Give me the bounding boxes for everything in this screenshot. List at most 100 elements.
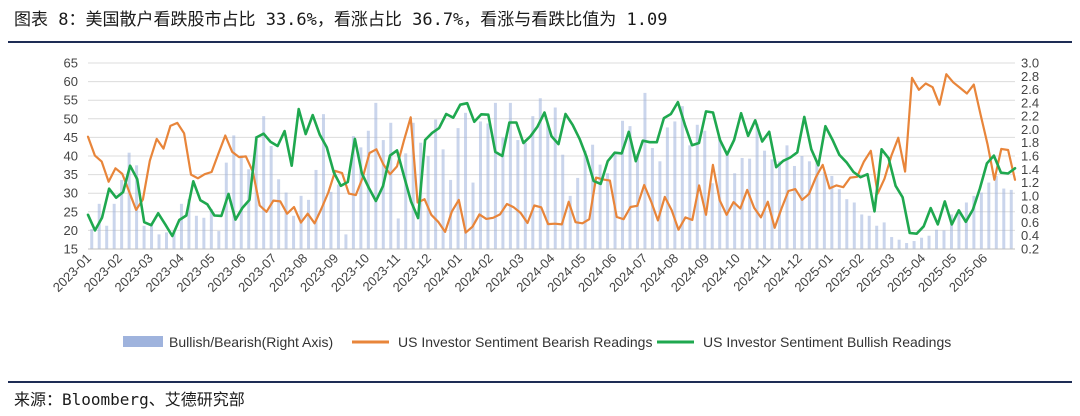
bar xyxy=(508,102,512,249)
bar xyxy=(905,243,909,249)
bar xyxy=(172,230,176,249)
bar xyxy=(725,154,729,249)
bar xyxy=(568,195,572,249)
bar xyxy=(650,148,654,249)
bar xyxy=(927,235,931,249)
bar xyxy=(224,162,228,249)
y-right-tick-label: 1.4 xyxy=(1021,162,1039,177)
bar xyxy=(733,173,737,249)
bar xyxy=(165,232,168,249)
y-right-tick-label: 0.6 xyxy=(1021,215,1039,230)
legend-label: US Investor Sentiment Bearish Readings xyxy=(398,334,652,350)
bar xyxy=(441,149,445,249)
bar xyxy=(875,225,879,249)
bar xyxy=(366,130,370,249)
line-bearish xyxy=(86,73,1017,234)
bar xyxy=(434,119,438,249)
bar xyxy=(882,222,886,249)
chart-title: 图表 8：美国散户看跌股市占比 33.6%，看涨占比 36.7%，看涨与看跌比值… xyxy=(14,10,668,30)
bar xyxy=(912,241,916,249)
y-left-tick-label: 20 xyxy=(64,223,78,238)
bar xyxy=(404,153,408,249)
bar xyxy=(501,137,505,249)
bar xyxy=(262,116,266,250)
bar xyxy=(822,171,826,249)
source-note: 来源：Bloomberg、艾德研究部 xyxy=(14,390,245,409)
y-right-tick-label: 0.2 xyxy=(1021,242,1039,257)
y-left-tick-label: 35 xyxy=(64,167,78,182)
bar xyxy=(673,121,677,249)
title-divider xyxy=(8,41,1072,43)
bar xyxy=(187,199,191,249)
y-left-tick-label: 55 xyxy=(64,93,78,108)
y-right-tick-label: 2.6 xyxy=(1021,82,1039,97)
bar xyxy=(389,122,393,249)
bar xyxy=(1002,188,1006,249)
bar xyxy=(456,128,460,249)
bar xyxy=(202,217,206,249)
bar xyxy=(718,138,722,249)
bar xyxy=(523,142,527,249)
bar xyxy=(695,124,699,249)
chart: 15 20 25 30 35 40 45 50 55 60 65 0.20.40.60.81.01.2… xyxy=(50,56,1039,351)
bar xyxy=(359,147,363,249)
bar xyxy=(979,192,983,249)
bar xyxy=(837,189,841,249)
bar xyxy=(852,202,856,249)
bar xyxy=(493,102,497,249)
legend-label: Bullish/Bearish(Right Axis) xyxy=(169,334,333,350)
bar xyxy=(606,173,610,249)
legend-swatch-bar xyxy=(123,336,163,347)
bar xyxy=(314,169,318,249)
bar xyxy=(217,231,221,249)
y-right-tick-label: 1.2 xyxy=(1021,175,1039,190)
bar xyxy=(994,175,998,249)
y-right-tick-label: 2.2 xyxy=(1021,109,1039,124)
bar xyxy=(643,92,647,249)
bar xyxy=(351,136,355,249)
bar xyxy=(576,177,580,249)
bar xyxy=(561,154,565,249)
bar xyxy=(471,182,475,249)
bar xyxy=(621,120,625,250)
y-left-tick-label: 50 xyxy=(64,111,78,126)
bar xyxy=(329,191,333,249)
bar xyxy=(778,161,782,249)
bar xyxy=(150,223,154,249)
bar xyxy=(628,126,632,249)
axes: 15 20 25 30 35 40 45 50 55 60 65 0.20.40.60.81.01.2… xyxy=(50,56,1039,295)
bar xyxy=(232,135,236,249)
bar xyxy=(209,209,213,249)
bar xyxy=(815,162,819,249)
bar xyxy=(277,179,281,249)
bar xyxy=(486,123,490,249)
bar xyxy=(703,130,707,249)
bar xyxy=(710,183,714,249)
bar xyxy=(239,155,243,249)
bar xyxy=(321,114,325,250)
bar xyxy=(478,121,482,249)
bar xyxy=(949,214,953,249)
y-right-tick-label: 1.0 xyxy=(1021,188,1039,203)
bar xyxy=(411,122,415,249)
y-left-tick-label: 60 xyxy=(64,74,78,89)
footer-divider xyxy=(8,381,1072,383)
bar xyxy=(344,234,348,249)
bar xyxy=(374,102,378,249)
y-right-tick-label: 2.8 xyxy=(1021,69,1039,84)
bar xyxy=(658,161,662,249)
bar xyxy=(964,202,968,249)
y-left-tick-label: 30 xyxy=(64,186,78,201)
bar xyxy=(770,159,774,249)
bar xyxy=(179,203,183,249)
y-right-tick-label: 0.4 xyxy=(1021,228,1039,243)
bar xyxy=(867,215,871,249)
bar xyxy=(935,229,938,249)
line-series xyxy=(86,73,1017,238)
y-right-tick-label: 2.0 xyxy=(1021,122,1039,137)
bar xyxy=(807,161,811,249)
bar xyxy=(845,199,849,249)
bar xyxy=(546,123,550,249)
bar xyxy=(800,156,804,249)
bar xyxy=(538,98,542,249)
